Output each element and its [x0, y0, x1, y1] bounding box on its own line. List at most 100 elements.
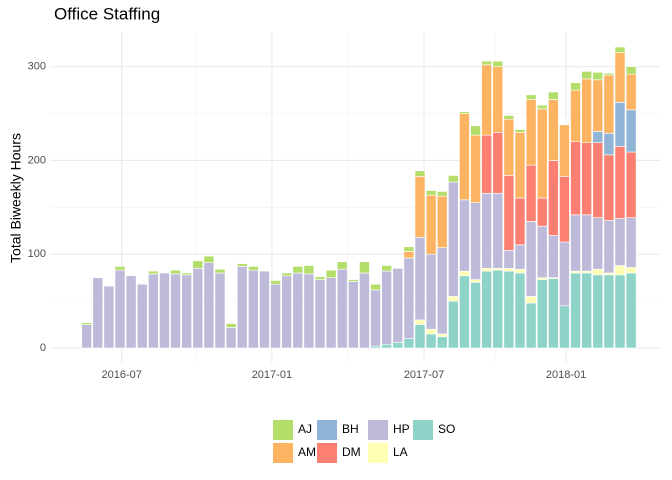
bar-segment [592, 268, 604, 276]
bar-segment [503, 267, 515, 272]
bar-segment [459, 275, 470, 349]
bar-segment [348, 279, 359, 282]
bar-segment [525, 164, 537, 222]
bar-segment [392, 267, 404, 343]
bar-segment [570, 272, 581, 349]
bar-segment [325, 277, 337, 349]
bar-segment [170, 273, 181, 349]
bar-segment [625, 272, 637, 349]
bar-segment [625, 151, 637, 218]
bar-segment [314, 279, 326, 349]
bar-segment [470, 134, 481, 203]
bar-segment [103, 285, 115, 349]
bar-segment [436, 336, 448, 349]
bar-segment [114, 269, 126, 349]
bar-segment [481, 267, 492, 272]
bar-segment [148, 273, 159, 349]
x-tick-label: 2018-01 [546, 369, 586, 381]
bar-segment [559, 305, 570, 349]
bar-segment [514, 132, 526, 199]
bar-segment [548, 160, 559, 236]
bar-segment [436, 247, 448, 335]
bar-segment [603, 72, 615, 76]
bar-segment [403, 338, 415, 349]
legend-label: LA [393, 445, 408, 459]
bar-segment [503, 118, 515, 176]
bar-segment [303, 265, 315, 275]
bar-segment [548, 278, 559, 349]
bar-segment [370, 283, 381, 291]
bar-segment [581, 272, 592, 349]
bar-segment [492, 132, 504, 194]
legend: AJ AM BH DM HP LA SO [273, 420, 455, 463]
bar-segment [614, 218, 626, 266]
bar-segment [525, 302, 537, 349]
bar-segment [281, 275, 292, 349]
bar-segment [503, 250, 515, 269]
bar-segment [270, 280, 281, 285]
bar-segment [425, 253, 437, 330]
bar-segment [448, 300, 459, 349]
x-tick-label: 2017-01 [252, 369, 292, 381]
bar-segment [236, 263, 248, 267]
bar-segment [403, 257, 415, 339]
bar-segment [414, 170, 426, 177]
bar-segment [603, 74, 615, 134]
bar-segment [381, 270, 392, 345]
bar-segment [214, 268, 226, 274]
x-tick-label: 2016-07 [101, 369, 141, 381]
y-tick-label: 300 [28, 61, 46, 73]
bar-segment [414, 324, 426, 349]
bar-segment [603, 132, 615, 156]
bar-segment [581, 214, 592, 272]
bar-segment [448, 181, 459, 297]
bar-segment [548, 99, 559, 161]
bar-segment [314, 276, 326, 280]
bar-segment [381, 265, 392, 272]
bar-segment [525, 94, 537, 100]
bar-segment [136, 283, 148, 349]
bar-segment [470, 202, 481, 280]
bar-segment [614, 274, 626, 349]
bar-segment [603, 274, 615, 349]
bar-segment [459, 113, 470, 201]
legend-swatch [273, 420, 293, 440]
bar-segment [481, 192, 492, 269]
bar-segment [625, 73, 637, 111]
bar-segment [114, 266, 126, 271]
bar-segment [625, 109, 637, 153]
bar-segment [436, 333, 448, 338]
bar-segment [248, 269, 259, 349]
bar-segment [536, 279, 548, 349]
bar-segment [281, 272, 292, 277]
bar-segment [470, 279, 481, 283]
bar-segment [492, 66, 504, 133]
legend-swatch [413, 420, 433, 440]
bar-segment [436, 191, 448, 197]
x-tick-label: 2017-07 [404, 369, 444, 381]
bar-segment [459, 199, 470, 272]
bar-segment [548, 91, 559, 100]
bar-segment [448, 296, 459, 302]
bar-segment [292, 266, 304, 274]
bar-segment [181, 272, 192, 276]
bar-segment [614, 46, 626, 53]
bar-segment [225, 327, 237, 349]
bar-segment [436, 195, 448, 248]
bar-segment [514, 197, 526, 246]
bar-segment [592, 274, 604, 349]
bar-segment [603, 154, 615, 221]
bar-segment [514, 244, 526, 270]
bar-segment [536, 104, 548, 110]
bar-segment [481, 270, 492, 349]
legend-swatch [273, 443, 293, 463]
bar-segment [536, 108, 548, 199]
bar-segment [570, 214, 581, 272]
bar-segment [492, 269, 504, 349]
bar-segment [292, 272, 304, 349]
bar-segment [359, 261, 370, 274]
bar-segment [625, 66, 637, 75]
legend-label: AM [298, 445, 316, 459]
legend-swatch [368, 420, 388, 440]
